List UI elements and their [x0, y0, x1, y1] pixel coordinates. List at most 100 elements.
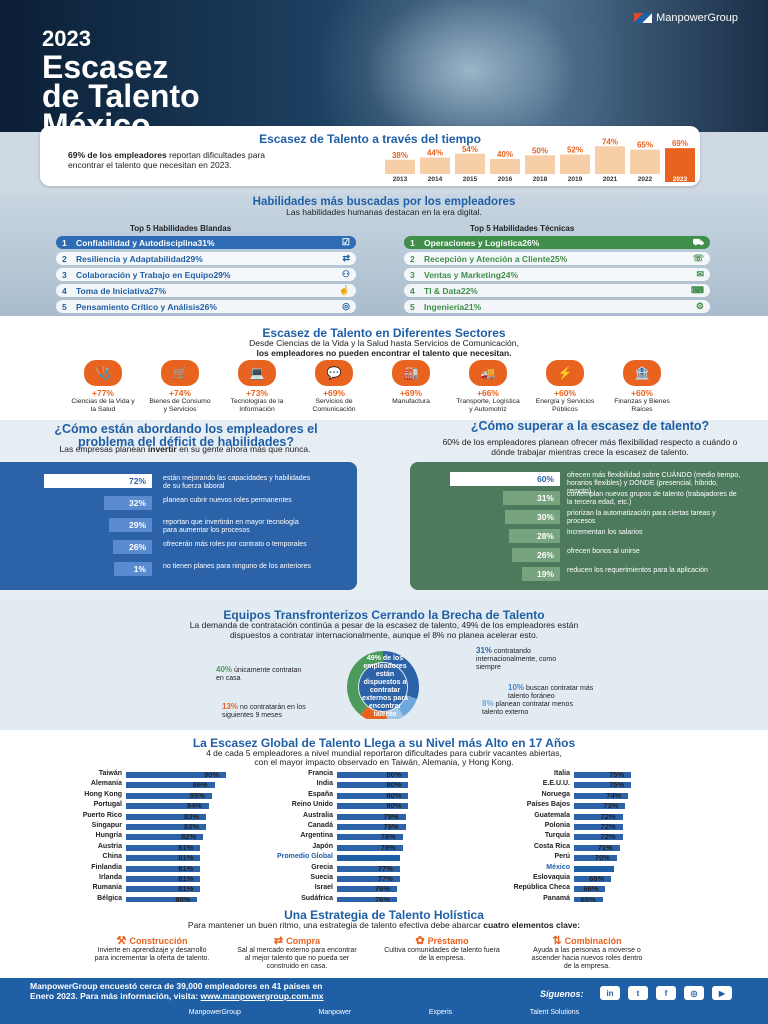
footer-line-2: Enero 2023. Para más información, visita…	[30, 991, 201, 1001]
deficit-right-text: contemplan nuevos grupos de talento (tra…	[567, 491, 737, 506]
global-bar	[574, 803, 626, 810]
global-country: Polonia	[544, 821, 570, 829]
timeline-bar-label: 54%	[462, 145, 478, 154]
global-row: Hungría 82%	[96, 832, 256, 842]
timeline-year-label: 2016	[498, 176, 513, 182]
global-value: 72%	[600, 821, 616, 831]
tech-skill-rank: 2	[410, 253, 415, 264]
sector-item: 🚚 +66% Transporte, Logística y Automotriz	[456, 360, 520, 413]
deficit-right-text: ofrecen más flexibilidad sobre CUÁNDO (m…	[567, 472, 741, 495]
strategy-sub-b: cuatro elementos clave:	[483, 920, 581, 930]
global-subtitle-1: 4 de cada 5 empleadores a nivel mundial …	[206, 748, 562, 758]
timeline-bar-label: 69%	[672, 139, 688, 148]
global-bar	[574, 875, 612, 882]
soft-skill-label: Pensamiento Crítico y Análisis	[76, 301, 200, 312]
sector-label: Bienes de Consumo y Servicios	[149, 398, 211, 413]
sector-pct: +69%	[400, 388, 422, 398]
timeline-bar-label: 44%	[427, 149, 443, 158]
label-10-text: buscan contratar más talento foráneo	[508, 685, 594, 700]
facebook-icon[interactable]: f	[656, 986, 676, 1000]
sector-pct: +60%	[554, 388, 576, 398]
deficit-left-sub-b: invertir	[147, 444, 177, 454]
global-value: 86%	[192, 780, 208, 790]
global-country: Turquía	[544, 832, 570, 840]
global-column: Francia 80% India 80% España 80% Reino Unido 80…	[277, 770, 467, 915]
sector-item: 🛒 +74% Bienes de Consumo y Servicios	[148, 360, 212, 413]
sector-label: Ciencias de la Vida y la Salud	[71, 398, 135, 413]
strategy-item-title: ⚒ Construcción	[92, 934, 212, 947]
global-row: Australia 79%	[303, 811, 467, 822]
global-country: México	[546, 863, 570, 871]
global-value: 66%	[583, 884, 599, 894]
global-bar	[126, 834, 204, 841]
sectors-title: Escasez de Talento en Diferentes Sectore…	[262, 326, 506, 340]
global-value: 85%	[189, 790, 205, 800]
global-value: 65%	[580, 894, 596, 904]
deficit-right-subtitle: 60% de los empleadores planean ofrecer m…	[442, 437, 738, 457]
global-value: 78%	[380, 842, 396, 852]
global-bar	[574, 896, 603, 903]
donut-slice	[383, 651, 419, 699]
strategy-sub-a: Para mantener un buen ritmo, una estrate…	[187, 920, 484, 930]
sectors-section: Escasez de Talento en Diferentes Sectore…	[0, 316, 768, 420]
instagram-icon[interactable]: ◎	[684, 986, 704, 1000]
global-value: 77%	[377, 863, 393, 873]
deficit-right-bar: 31%	[503, 491, 560, 505]
global-value: 80%	[386, 801, 402, 811]
timeline-text-rest: reportan dificultades para encontrar el …	[68, 150, 266, 170]
global-bar	[337, 803, 409, 810]
global-value: 80%	[175, 894, 191, 904]
social-links: in t f ◎ ▶	[600, 986, 732, 1000]
footer: ManpowerGroup encuestó cerca de 39,000 e…	[0, 978, 768, 1024]
global-value: 81%	[178, 853, 194, 863]
deficit-left-text: no tienen planes para ninguno de los ant…	[163, 563, 311, 570]
global-value: 69%	[592, 863, 608, 873]
label-13: 13% no contratarán en los siguientes 9 m…	[222, 703, 322, 720]
global-country: Noruega	[541, 790, 570, 798]
sector-icon: 🛒	[161, 360, 199, 386]
sector-label: Energía y Servicios Públicos	[535, 398, 595, 413]
global-country: Reino Unido	[291, 801, 333, 809]
global-value: 73%	[603, 801, 619, 811]
global-value: 79%	[383, 811, 399, 821]
global-country: Panamá	[543, 894, 570, 902]
tech-skill-icon: ⌨	[691, 285, 704, 295]
global-title: La Escasez Global de Talento Llega a su …	[192, 736, 576, 750]
global-row: Bélgica 80%	[97, 894, 256, 905]
timeline-bar	[560, 154, 590, 174]
linkedin-icon[interactable]: in	[600, 986, 620, 1000]
donut-slice	[347, 651, 383, 716]
tech-skill-pct: 22%	[460, 285, 478, 296]
global-row: Rumania 81%	[92, 884, 256, 894]
timeline-year-label: 2018	[533, 176, 548, 182]
timeline-section: Escasez de Talento a través del tiempo 6…	[0, 126, 768, 194]
sector-label: Tecnologías de la Información	[230, 398, 284, 413]
global-country: Perú	[554, 853, 570, 861]
global-value: 72%	[600, 832, 616, 842]
deficit-section: ¿Cómo están abordando los empleadores el…	[0, 420, 768, 600]
global-bar	[574, 834, 623, 841]
global-value: 84%	[186, 801, 202, 811]
deficit-right-bar: 30%	[505, 510, 560, 524]
soft-skill-row: 2 Resiliencia y Adaptabilidad 29% ⇄	[56, 252, 356, 265]
sector-label: Servicios de Comunicación	[312, 398, 356, 413]
footer-link[interactable]: www.manpowergroup.com.mx	[200, 991, 324, 1001]
global-bar	[337, 896, 397, 903]
sector-item: 💻 +73% Tecnologías de la Información	[225, 360, 289, 413]
timeline-bar	[490, 159, 520, 174]
cross-donut-chart	[347, 651, 419, 719]
sectors-subtitle-1: Desde Ciencias de la Vida y la Salud has…	[249, 338, 519, 348]
global-country: India	[316, 780, 333, 788]
youtube-icon[interactable]: ▶	[712, 986, 732, 1000]
global-value: 80%	[386, 780, 402, 790]
deficit-left-text: reportan que invertirán en mayor tecnolo…	[163, 519, 299, 534]
label-13-value: 13%	[222, 702, 239, 711]
global-country: Argentina	[300, 832, 333, 840]
hero-title: 2023 Escasez de Talento México	[42, 24, 200, 132]
global-row: Grecia 77%	[311, 863, 467, 874]
global-row: Japón 78%	[312, 842, 467, 853]
global-country: Sudáfrica	[301, 894, 333, 902]
label-13-text: no contratarán en los siguientes 9 meses	[222, 704, 306, 719]
twitter-icon[interactable]: t	[628, 986, 648, 1000]
deficit-left-sub-a: Las empresas planean	[59, 444, 148, 454]
